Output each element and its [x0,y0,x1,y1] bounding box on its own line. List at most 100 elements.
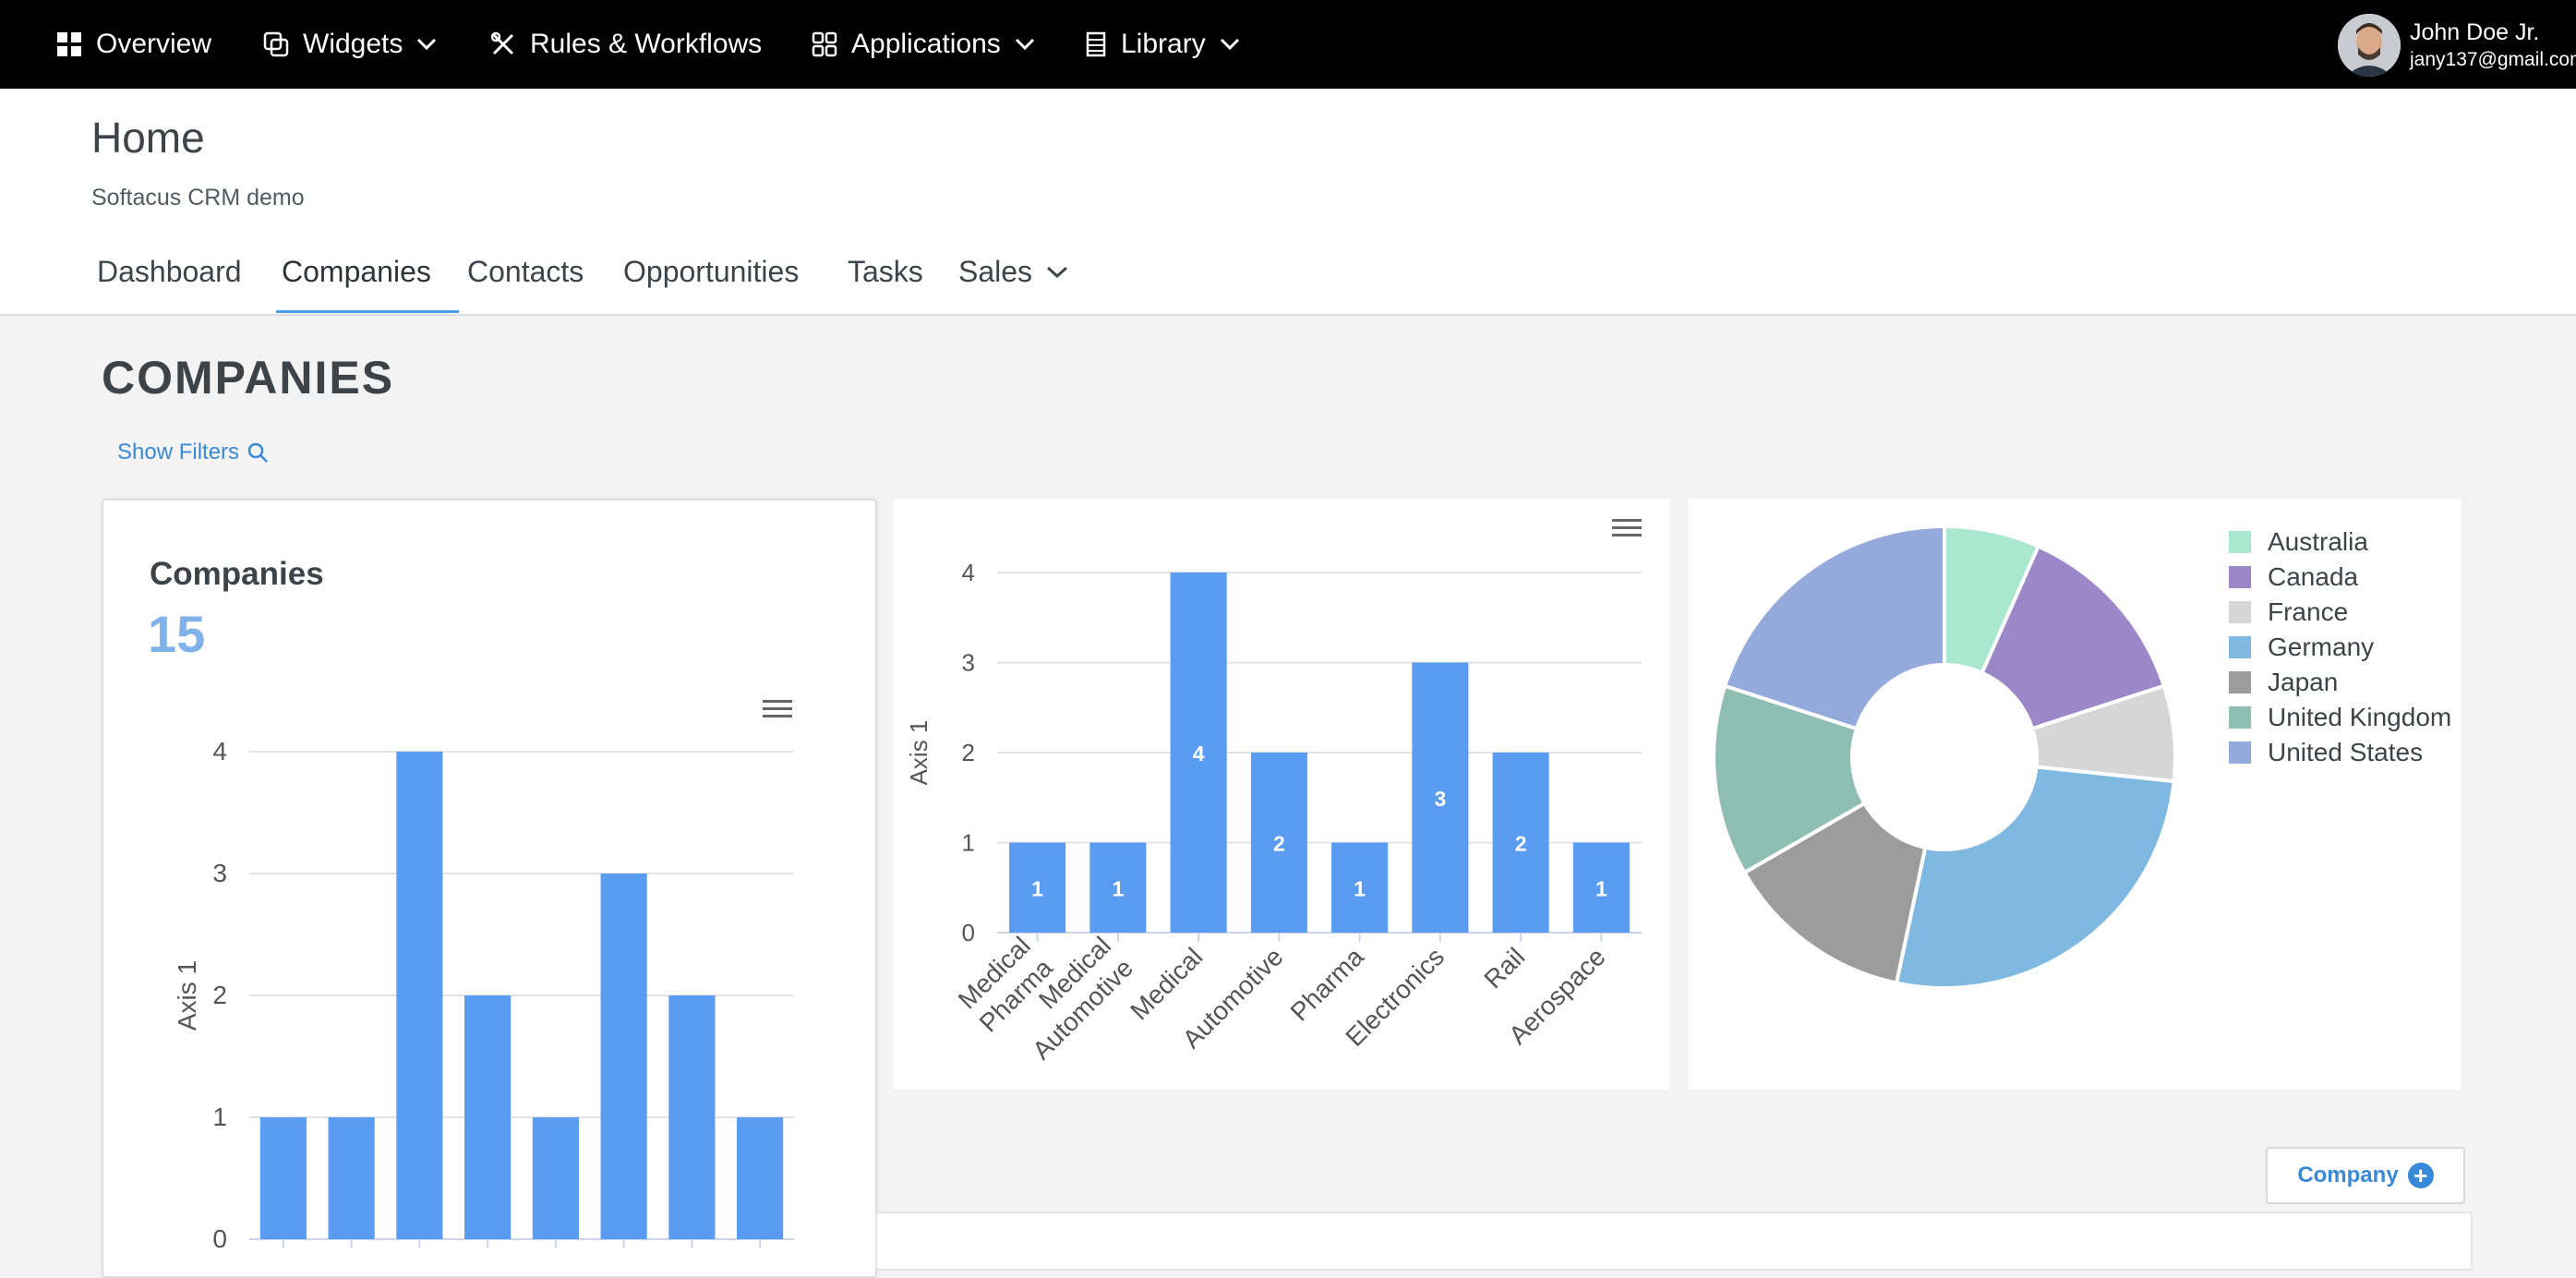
show-filters-link[interactable]: Show Filters [117,440,269,465]
y-tick-label: 2 [212,981,227,1009]
bar [1492,753,1549,933]
data-label: 1 [1031,876,1043,900]
y-tick-label: 1 [212,1103,227,1131]
legend-swatch [2229,636,2251,658]
show-filters-label: Show Filters [117,440,240,464]
legend-swatch [2229,706,2251,729]
nav-applications[interactable]: Applications [811,0,1036,89]
tab-sales[interactable]: Sales [958,255,1069,289]
pie-slice [1722,524,1946,731]
pie-slice [1980,543,2167,731]
data-label: 1 [1112,876,1124,900]
avatar[interactable] [2338,14,2401,77]
tab-tasks[interactable]: Tasks [848,255,923,288]
nav-applications-label: Applications [851,29,1001,59]
section-title: COMPANIES [102,352,395,404]
nav-rules-workflows[interactable]: Rules & Workflows [489,0,762,89]
legend-item[interactable]: Australia [2229,524,2451,560]
y-tick-label: 1 [962,829,975,857]
kpi-title: Companies [150,556,324,592]
bar [464,995,512,1239]
bar [259,1117,307,1239]
y-axis-label: Axis 1 [173,960,201,1031]
y-tick-label: 2 [962,739,975,766]
data-label: 4 [1193,741,1205,766]
chevron-down-icon [1220,38,1239,51]
nav-library-label: Library [1121,29,1206,59]
plus-icon: + [2407,1163,2434,1188]
legend-item[interactable]: Germany [2229,630,2451,665]
companies-table [875,1212,2473,1271]
library-icon [1086,31,1106,57]
nav-library[interactable]: Library [1084,0,1241,89]
menu-icon[interactable] [763,698,792,720]
y-tick-label: 4 [962,559,975,586]
legend-label: United Kingdom [2268,703,2452,731]
pie-slice [1712,683,1868,875]
user-email: jany137@gmail.com [2410,48,2576,70]
add-company-label: Company [2297,1163,2399,1188]
tab-contacts[interactable]: Contacts [467,255,584,288]
bar [737,1117,784,1239]
bar [532,1117,579,1239]
add-company-button[interactable]: Company + [2266,1147,2465,1204]
search-icon [247,442,268,463]
legend-label: Germany [2268,633,2375,661]
apps-icon [812,31,837,57]
user-name: John Doe Jr. [2410,19,2540,46]
data-label: 1 [1354,876,1366,900]
widgets-icon [263,31,289,57]
pie-slice [1894,765,2176,990]
chevron-down-icon [1047,266,1068,278]
y-tick-label: 3 [962,649,975,677]
legend-item[interactable]: Japan [2229,665,2451,700]
legend-label: France [2268,597,2349,626]
tab-dashboard[interactable]: Dashboard [97,255,242,288]
y-tick-label: 0 [962,919,975,946]
chevron-down-icon [1015,38,1034,51]
user-menu[interactable]: John Doe Jr. jany137@gmail.com [2338,14,2576,77]
menu-icon[interactable] [1612,517,1642,539]
bar [1089,842,1147,933]
nav-rules-workflows-label: Rules & Workflows [530,29,763,59]
tools-icon [490,31,514,55]
legend-swatch [2229,601,2251,623]
bar [1572,842,1630,933]
data-label: 2 [1515,832,1527,856]
bar [1331,842,1389,933]
industry-bar-chart-card: 0 1 2 3 4 Axis 1 1 MedicalPharma 1 MedicalAutomot… [894,499,1669,1090]
legend-item[interactable]: United States [2229,735,2451,770]
legend-swatch [2229,531,2251,553]
country-donut-chart-card [1688,499,2462,1090]
legend-label: Japan [2268,668,2339,696]
nav-overview[interactable]: Overview [55,0,211,89]
nav-widgets[interactable]: Widgets [262,0,438,89]
bar [1009,842,1066,933]
bar [1170,573,1227,933]
legend-item[interactable]: Canada [2229,560,2451,595]
y-axis-label: Axis 1 [905,720,933,786]
country-donut-chart [1712,524,2177,990]
legend-swatch [2229,741,2251,764]
bar [600,874,647,1239]
legend-item[interactable]: France [2229,595,2451,630]
page-title: Home [91,114,205,162]
bar [396,752,443,1239]
companies-kpi-card: Companies 15 0 1 2 3 4 Axis 1 [102,499,877,1278]
data-label: 1 [1595,876,1607,900]
active-tab-indicator [276,310,459,313]
legend-label: Canada [2268,562,2359,591]
donut-legend: Australia Canada France Germany Japan United … [2229,524,2451,770]
y-tick-label: 4 [212,737,227,766]
legend-label: United States [2268,738,2424,766]
top-navigation: Overview Widgets Rules & Workflows Appli… [0,0,2576,89]
legend-label: Australia [2268,527,2368,556]
nav-widgets-label: Widgets [303,29,403,59]
tab-opportunities[interactable]: Opportunities [623,255,800,288]
bar [1250,753,1307,933]
data-label: 3 [1434,787,1446,811]
companies-bar-chart: 0 1 2 3 4 Axis 1 [173,737,794,1253]
legend-item[interactable]: United Kingdom [2229,700,2451,735]
tab-companies[interactable]: Companies [282,255,431,288]
